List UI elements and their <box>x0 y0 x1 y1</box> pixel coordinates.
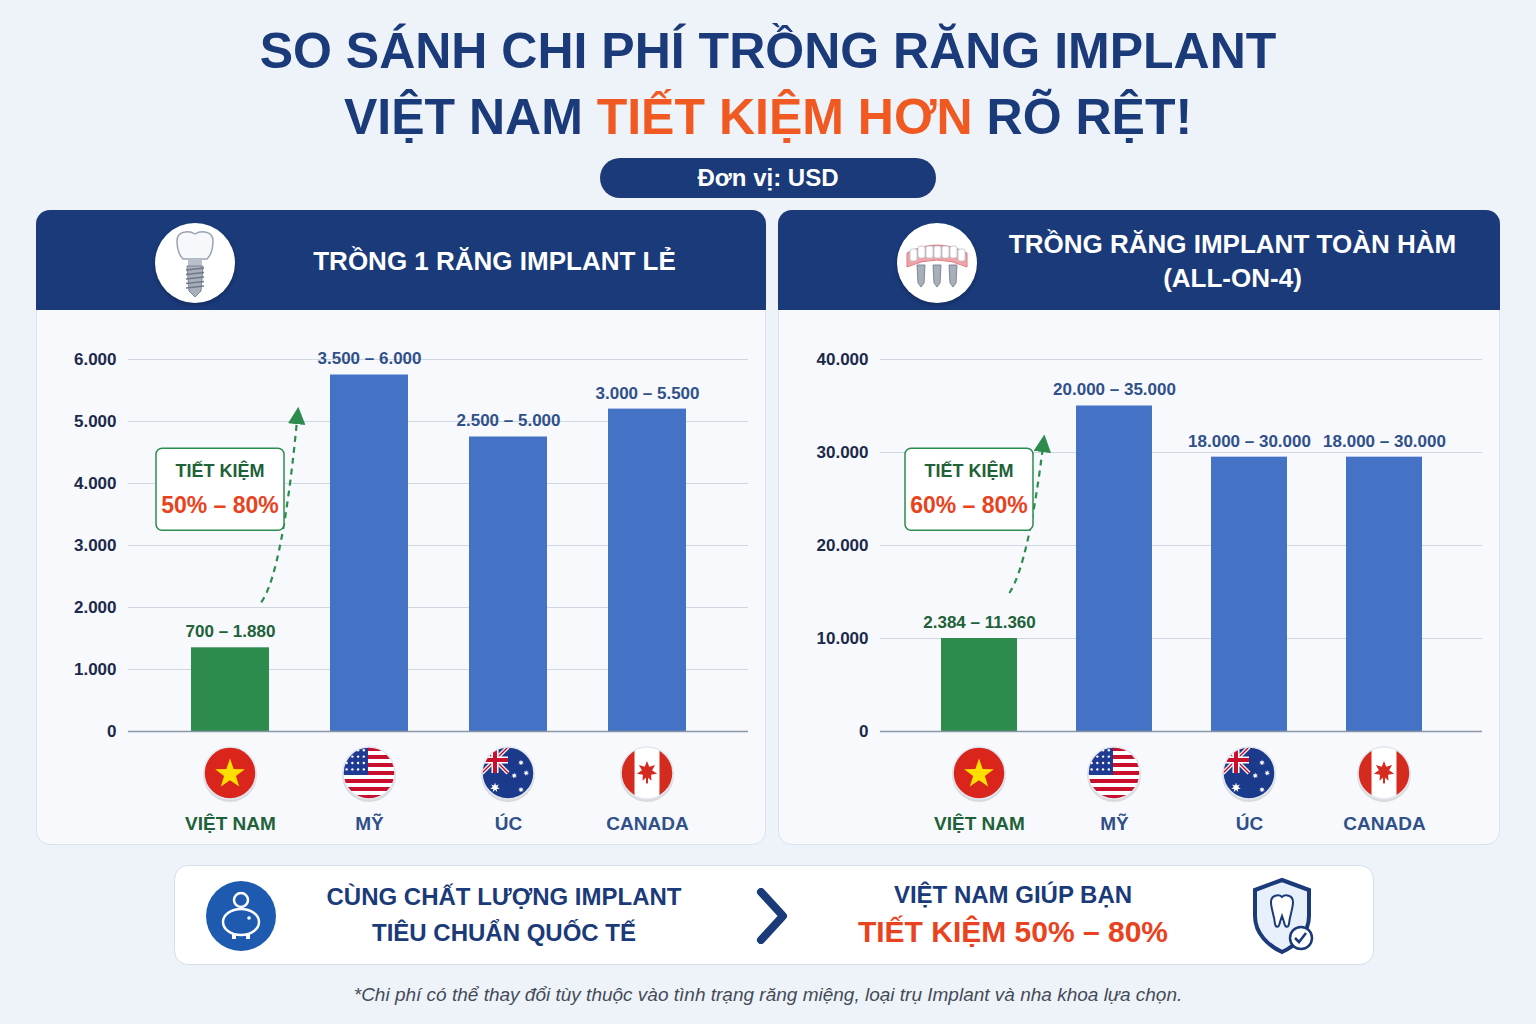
svg-text:2.384 – 11.360: 2.384 – 11.360 <box>923 613 1036 632</box>
svg-text:TIẾT KIỆM: TIẾT KIỆM <box>176 460 265 481</box>
svg-text:ÚC: ÚC <box>1236 813 1264 834</box>
svg-text:20.000 – 35.000: 20.000 – 35.000 <box>1053 380 1176 399</box>
svg-text:60% – 80%: 60% – 80% <box>910 492 1028 518</box>
svg-text:6.000: 6.000 <box>74 350 117 369</box>
html-text:TIẾT KIỆM 50% – 80%: TIẾT KIỆM 50% – 80% <box>857 915 1168 948</box>
svg-text:5.000: 5.000 <box>74 412 117 431</box>
svg-text:VIỆT NAM: VIỆT NAM <box>185 813 276 834</box>
svg-text:2.500 – 5.000: 2.500 – 5.000 <box>457 411 561 430</box>
html-text:SO SÁNH CHI PHÍ TRỒNG RĂNG IMP: SO SÁNH CHI PHÍ TRỒNG RĂNG IMPLANT <box>259 23 1277 79</box>
svg-text:40.000: 40.000 <box>817 350 869 369</box>
html-text:TIÊU CHUẨN QUỐC TẾ: TIÊU CHUẨN QUỐC TẾ <box>372 919 636 946</box>
html-text:Đơn vị: USD: Đơn vị: USD <box>697 164 839 191</box>
svg-text:VIỆT NAM: VIỆT NAM <box>934 813 1025 834</box>
svg-text:30.000: 30.000 <box>817 443 869 462</box>
svg-text:MỸ: MỸ <box>1100 813 1129 834</box>
svg-text:10.000: 10.000 <box>817 629 869 648</box>
svg-text:CANADA: CANADA <box>1343 813 1426 834</box>
svg-text:18.000 – 30.000: 18.000 – 30.000 <box>1188 432 1311 451</box>
svg-text:ÚC: ÚC <box>495 813 523 834</box>
svg-text:0: 0 <box>859 722 868 741</box>
svg-text:700 – 1.880: 700 – 1.880 <box>186 622 276 641</box>
svg-text:1.000: 1.000 <box>74 660 117 679</box>
svg-text:MỸ: MỸ <box>355 813 384 834</box>
svg-text:3.000 – 5.500: 3.000 – 5.500 <box>596 384 700 403</box>
html-text:CÙNG CHẤT LƯỢNG IMPLANT: CÙNG CHẤT LƯỢNG IMPLANT <box>326 883 682 910</box>
svg-text:20.000: 20.000 <box>817 536 869 555</box>
html-text:TRỒNG RĂNG IMPLANT TOÀN HÀM: TRỒNG RĂNG IMPLANT TOÀN HÀM <box>1008 229 1457 259</box>
svg-text:CANADA: CANADA <box>606 813 689 834</box>
svg-text:3.500 – 6.000: 3.500 – 6.000 <box>318 349 422 368</box>
svg-text:18.000 – 30.000: 18.000 – 30.000 <box>1323 432 1446 451</box>
svg-text:50% – 80%: 50% – 80% <box>161 492 279 518</box>
html-text:VIỆT NAM GIÚP BẠN: VIỆT NAM GIÚP BẠN <box>893 881 1133 908</box>
svg-text:3.000: 3.000 <box>74 536 117 555</box>
svg-text:TIẾT KIỆM: TIẾT KIỆM <box>925 460 1014 481</box>
html-text:VIỆT NAM TIẾT KIỆM HƠN RÕ RỆT!: VIỆT NAM TIẾT KIỆM HƠN RÕ RỆT! <box>343 89 1193 145</box>
html-text:(ALL-ON-4): (ALL-ON-4) <box>1163 263 1302 293</box>
html-text:TRỒNG 1 RĂNG IMPLANT LẺ: TRỒNG 1 RĂNG IMPLANT LẺ <box>313 246 676 276</box>
svg-text:0: 0 <box>107 722 116 741</box>
svg-text:4.000: 4.000 <box>74 474 117 493</box>
html-text:*Chi phí có thể thay đổi tùy t: *Chi phí có thể thay đổi tùy thuộc vào t… <box>353 984 1183 1005</box>
svg-text:2.000: 2.000 <box>74 598 117 617</box>
